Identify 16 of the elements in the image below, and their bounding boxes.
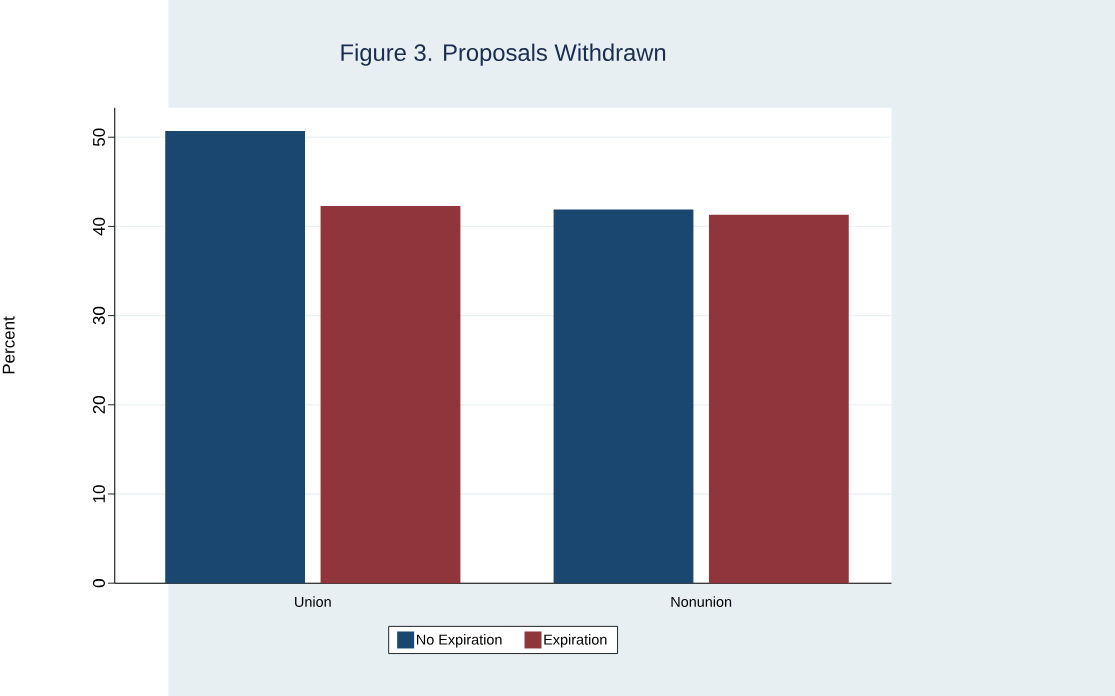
legend-label: No Expiration bbox=[417, 634, 502, 648]
y-tick-label: 0 bbox=[92, 579, 105, 588]
x-tick-label: Nonunion bbox=[671, 596, 732, 607]
y-tick-label: 20 bbox=[92, 395, 105, 414]
chart-title: Figure 3. Proposals Withdrawn bbox=[341, 43, 666, 66]
y-axis-title: Percent bbox=[2, 316, 15, 374]
y-tick-label: 10 bbox=[92, 485, 105, 503]
x-tick-label: Union bbox=[295, 596, 331, 607]
y-tick-label: 40 bbox=[92, 217, 105, 236]
bar bbox=[708, 214, 849, 584]
bar bbox=[165, 130, 306, 584]
y-tick-label: 50 bbox=[92, 128, 105, 146]
bar bbox=[553, 209, 694, 584]
y-tick-label: 30 bbox=[92, 306, 105, 325]
bar bbox=[320, 205, 461, 584]
legend-label: Expiration bbox=[544, 634, 607, 648]
